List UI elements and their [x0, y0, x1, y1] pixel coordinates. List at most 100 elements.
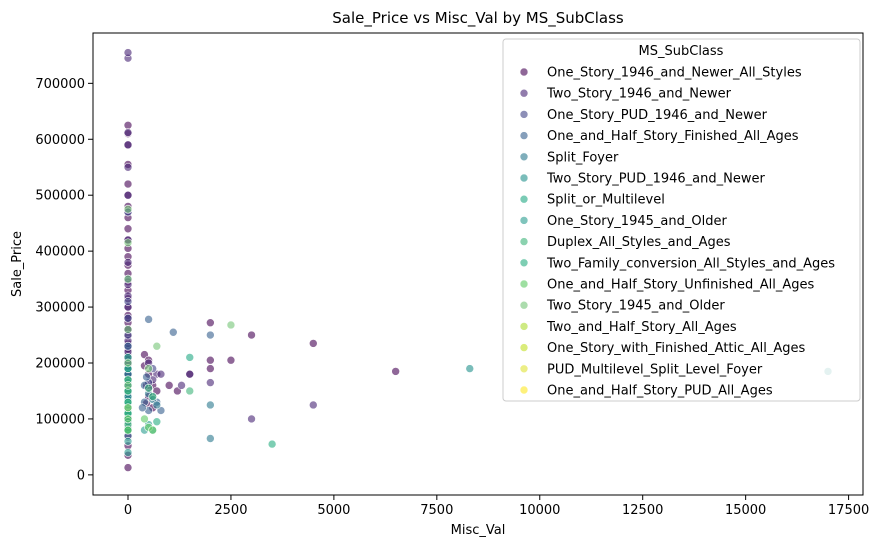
data-point: [138, 403, 147, 413]
data-point: [123, 297, 133, 306]
data-point: [123, 190, 133, 200]
legend-item: Two_Story_1945_and_Older: [519, 299, 725, 314]
x-tick-label: 17500: [828, 503, 869, 518]
plot-frame: [92, 32, 864, 496]
data-point: [206, 400, 215, 410]
data-point: [148, 392, 158, 401]
y-tick-label: 700000: [35, 77, 85, 92]
data-point: [465, 364, 475, 373]
data-point: [177, 381, 186, 390]
data-point: [144, 315, 153, 324]
data-point: [123, 437, 133, 446]
data-point: [144, 364, 153, 373]
data-point: [123, 425, 133, 435]
data-point: [206, 330, 215, 340]
legend: MS_SubClass One_Story_1946_and_Newer_All…: [502, 38, 861, 402]
legend-marker: [519, 258, 529, 268]
data-point: [152, 341, 162, 351]
x-tick-label: 5000: [317, 503, 350, 518]
data-point: [123, 238, 133, 248]
data-point: [123, 414, 133, 424]
x-tick-label: 7500: [420, 503, 453, 518]
x-tick-label: 12500: [622, 503, 663, 518]
legend-item: Two_Story_1946_and_Newer: [519, 87, 732, 102]
legend-label: One_and_Half_Story_PUD_All_Ages: [547, 384, 773, 399]
data-point: [123, 204, 133, 214]
legend-item: Duplex_All_Styles_and_Ages: [519, 235, 731, 250]
data-point: [247, 330, 256, 340]
data-point: [123, 179, 133, 189]
points-layer: [123, 48, 833, 472]
y-tick-label: 300000: [35, 301, 85, 316]
legend-label: One_Story_1945_and_Older: [547, 214, 727, 229]
data-point: [156, 369, 166, 379]
legend-marker: [519, 173, 529, 183]
legend-item: One_Story_with_Finished_Attic_All_Ages: [519, 341, 806, 356]
data-point: [123, 258, 133, 267]
data-point: [123, 403, 133, 413]
legend-marker: [519, 131, 529, 140]
y-tick-label: 500000: [35, 189, 85, 204]
legend-box: [502, 38, 861, 402]
x-axis-title: Misc_Val: [451, 523, 506, 538]
legend-marker: [519, 343, 529, 352]
legend-items: One_Story_1946_and_Newer_All_Styles Two_S…: [519, 66, 835, 399]
data-point: [142, 372, 151, 382]
legend-marker: [519, 364, 529, 374]
y-axis-title: Sale_Price: [10, 231, 25, 297]
y-tick-label: 600000: [35, 133, 85, 148]
y-tick-label: 100000: [35, 412, 85, 427]
y-axis: 0 100000 200000 300000 400000 500000 600000 700…: [35, 77, 93, 483]
legend-marker: [519, 110, 529, 119]
data-point: [123, 463, 133, 472]
data-point: [152, 417, 162, 427]
legend-item: PUD_Multilevel_Split_Level_Foyer: [519, 362, 763, 377]
data-point: [123, 224, 133, 234]
legend-label: Two_Story_1945_and_Older: [546, 299, 725, 314]
legend-item: Split_Foyer: [519, 150, 619, 165]
legend-item: One_Story_PUD_1946_and_Newer: [519, 108, 768, 123]
y-tick-label: 0: [77, 468, 85, 483]
legend-label: Two_and_Half_Story_All_Ages: [546, 320, 737, 335]
legend-item: One_and_Half_Story_PUD_All_Ages: [519, 384, 773, 399]
data-point: [123, 313, 133, 323]
data-point: [123, 274, 133, 284]
legend-item: One_and_Half_Story_Unfinished_All_Ages: [519, 278, 815, 293]
data-point: [123, 48, 133, 57]
legend-item: Two_Story_PUD_1946_and_Newer: [519, 172, 765, 187]
legend-label: One_and_Half_Story_Finished_All_Ages: [547, 129, 799, 144]
legend-marker: [519, 88, 529, 98]
y-tick-label: 400000: [35, 245, 85, 260]
legend-marker: [519, 322, 529, 331]
chart-title: Sale_Price vs Misc_Val by MS_SubClass: [332, 9, 624, 28]
data-point: [308, 400, 318, 410]
data-point: [164, 381, 174, 390]
y-tick-label: 200000: [35, 357, 85, 372]
data-point: [267, 439, 277, 449]
legend-label: Two_Family_conversion_All_Styles_and_Age…: [546, 256, 835, 271]
data-point: [206, 434, 215, 443]
legend-label: Two_Story_1946_and_Newer: [546, 87, 732, 102]
data-point: [148, 425, 158, 435]
legend-label: Two_Story_PUD_1946_and_Newer: [546, 172, 765, 187]
legend-marker: [519, 216, 529, 225]
x-tick-label: 0: [124, 503, 132, 518]
legend-marker: [519, 300, 529, 310]
data-point: [123, 140, 133, 150]
legend-marker: [519, 152, 529, 162]
x-tick-label: 15000: [725, 503, 766, 518]
data-point: [308, 339, 318, 348]
data-point: [123, 162, 133, 172]
legend-label: One_and_Half_Story_Unfinished_All_Ages: [547, 278, 815, 293]
legend-item: One_Story_1945_and_Older: [519, 214, 727, 229]
data-point: [226, 355, 236, 365]
data-point: [123, 448, 133, 457]
data-point: [144, 383, 153, 393]
data-point: [123, 341, 133, 351]
legend-label: Duplex_All_Styles_and_Ages: [547, 235, 731, 250]
data-point: [123, 381, 133, 390]
x-tick-label: 2500: [214, 503, 247, 518]
data-point: [185, 386, 195, 396]
data-point: [123, 128, 133, 137]
